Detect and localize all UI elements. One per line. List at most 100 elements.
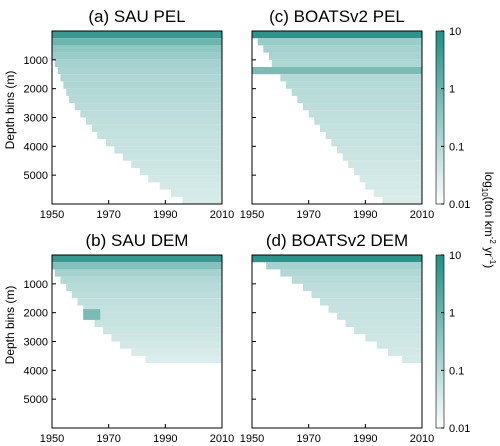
- x-tick-label: 1970: [296, 433, 320, 445]
- y-tick-label: 5000: [24, 170, 48, 182]
- heatmap-row: [328, 305, 422, 313]
- x-tick-label: 1950: [240, 209, 264, 221]
- x-tick-label: 2010: [410, 433, 434, 445]
- heatmap-row: [345, 319, 422, 328]
- heatmap-row: [286, 81, 422, 89]
- heatmap-row: [311, 291, 422, 299]
- x-tick-label: 2010: [210, 433, 234, 445]
- y-tick-label: 4000: [24, 141, 48, 153]
- x-tick-label: 1950: [240, 433, 264, 445]
- heatmap-row: [297, 95, 422, 104]
- x-tick-label: 1970: [296, 209, 320, 221]
- colorbar-label-exp1: -2: [488, 237, 497, 245]
- heatmap-row: [373, 189, 422, 197]
- colorbar-tick-label: 1: [449, 84, 455, 96]
- heatmap-row: [52, 255, 222, 263]
- heatmap-row: [60, 276, 222, 284]
- heatmap-row: [348, 160, 422, 169]
- colorbar-gradient: [435, 30, 445, 205]
- heatmap-row: [105, 139, 222, 147]
- heatmap-row: [111, 334, 222, 342]
- heatmap-row: [342, 153, 422, 161]
- panel-b: (b) SAU DEM 1950 1970 1990 2010 1000 2000 3000 4…: [24, 231, 235, 445]
- x-tick-label: 1970: [96, 209, 120, 221]
- heatmap-patch: [83, 309, 101, 320]
- heatmap-row: [63, 81, 222, 89]
- heatmap-row: [80, 110, 222, 118]
- heatmap-row: [354, 327, 422, 335]
- heatmap-row: [308, 110, 422, 118]
- heatmap-row: [252, 67, 422, 75]
- colorbar-tick-label: 0.01: [449, 423, 470, 435]
- heatmap-row: [402, 355, 422, 364]
- heatmap-row: [320, 298, 422, 306]
- heatmap-row: [337, 146, 422, 154]
- x-tick-label: 2010: [410, 209, 434, 221]
- colorbar-label-exp2: -1: [488, 257, 497, 265]
- heatmap-row: [263, 45, 422, 53]
- heatmap-row: [303, 283, 422, 292]
- heatmap-row: [94, 319, 222, 328]
- heatmap-row: [159, 182, 222, 190]
- y-tick-label: 2000: [24, 308, 48, 320]
- colorbar-tick-label: 1: [449, 308, 455, 320]
- heatmap-row: [120, 341, 222, 349]
- colorbar-label-close: ): [482, 264, 496, 268]
- x-tick-label: 1950: [40, 209, 64, 221]
- heatmap-row: [52, 262, 222, 270]
- heatmap-row: [54, 59, 222, 68]
- heatmap-row: [182, 196, 222, 205]
- y-tick-label: 4000: [24, 365, 48, 377]
- colorbar-label-log: log: [482, 172, 496, 188]
- heatmap-row: [325, 131, 422, 140]
- heatmap-row: [114, 146, 222, 154]
- colorbar-label-base: 10: [480, 188, 489, 197]
- x-tick-label: 1950: [40, 433, 64, 445]
- heatmap-row: [86, 117, 222, 125]
- heatmap-row: [66, 88, 222, 96]
- heatmap-row: [77, 298, 222, 306]
- heatmap-row: [291, 88, 422, 96]
- y-tick-label: 2000: [24, 84, 48, 96]
- heatmap-row: [54, 269, 222, 277]
- panel-title: (c) BOATSv2 PEL: [269, 7, 405, 26]
- panel-title: (a) SAU PEL: [88, 7, 185, 26]
- heatmap-row: [331, 139, 422, 147]
- heatmap-row: [269, 52, 422, 60]
- x-tick-label: 2010: [210, 209, 234, 221]
- x-tick-label: 1970: [96, 433, 120, 445]
- heatmap-row: [52, 31, 222, 39]
- heatmap-row: [337, 312, 422, 320]
- heatmap-row: [376, 341, 422, 349]
- heatmap-row: [97, 131, 222, 140]
- heatmap-row: [382, 196, 422, 205]
- heatmap-row: [139, 168, 222, 176]
- heatmap-row: [252, 31, 422, 39]
- colorbar-label-yr: yr: [482, 244, 496, 257]
- heatmap-row: [52, 45, 222, 53]
- x-tick-label: 1990: [153, 209, 177, 221]
- colorbar-gradient: [435, 254, 445, 429]
- colorbar-label: log10(ton km-2 yr-1): [480, 172, 497, 269]
- heatmap-row: [52, 38, 222, 46]
- colorbar-bottom: 10 1 0.1 0.01: [435, 250, 470, 435]
- heatmap-row: [359, 175, 422, 183]
- heatmap-row: [252, 255, 422, 263]
- heatmap-row: [320, 124, 422, 132]
- y-tick-label: 3000: [24, 113, 48, 125]
- heatmap-row: [145, 355, 222, 364]
- heatmap-row: [354, 168, 422, 176]
- heatmap-row: [388, 348, 422, 356]
- heatmap-row: [291, 276, 422, 284]
- heatmap-row: [60, 74, 222, 82]
- heatmap-row: [365, 182, 422, 190]
- y-axis-label-bottom: Depth bins (m): [3, 286, 17, 365]
- heatmap-row: [171, 189, 222, 197]
- colorbar-tick-label: 10: [449, 26, 461, 38]
- y-tick-label: 3000: [24, 337, 48, 349]
- panel-title: (d) BOATSv2 DEM: [266, 231, 408, 250]
- x-tick-label: 1990: [153, 433, 177, 445]
- heatmap-row: [271, 59, 422, 68]
- x-tick-label: 1990: [353, 209, 377, 221]
- heatmap-row: [66, 283, 222, 292]
